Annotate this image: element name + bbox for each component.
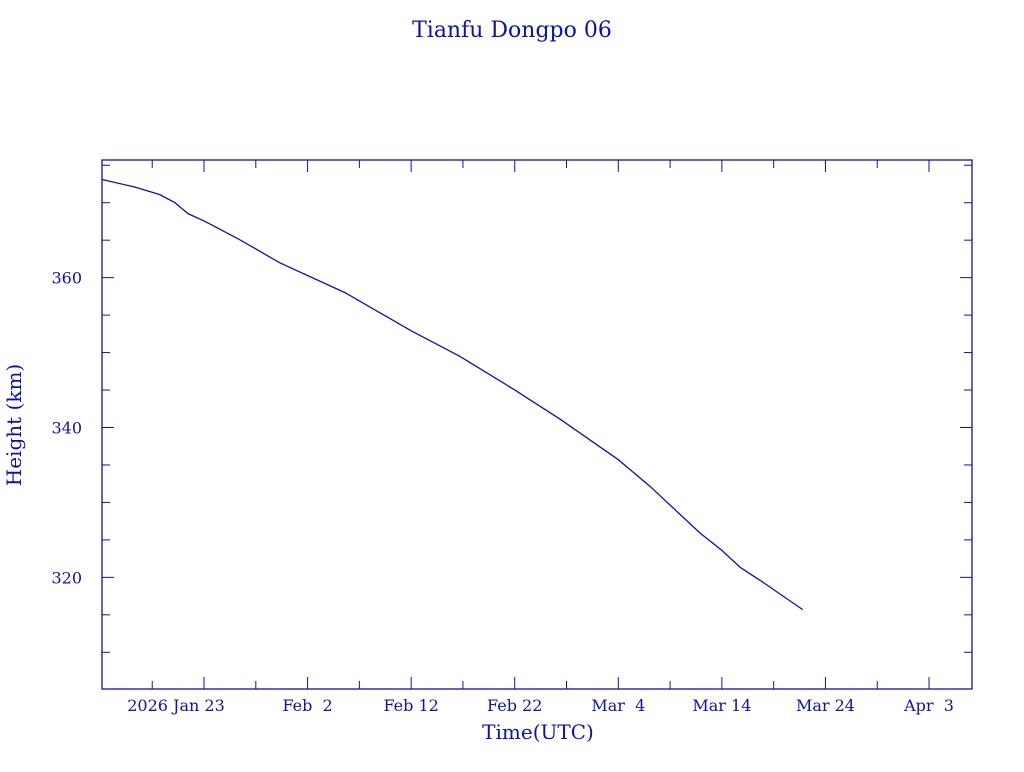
x-axis: 2026 Jan 23 Feb 2 Feb 12 Feb 22 Mar 4 Mar 14 M… xyxy=(127,160,954,715)
x-tick-label: Apr 3 xyxy=(903,696,954,715)
chart-title: Tianfu Dongpo 06 xyxy=(412,18,612,43)
y-tick-label: 360 xyxy=(51,269,82,288)
x-tick-label: Mar 4 xyxy=(591,696,645,715)
x-tick-label: Mar 24 xyxy=(796,696,855,715)
x-tick-label: Feb 2 xyxy=(282,696,332,715)
y-axis: 320 340 360 xyxy=(51,164,972,653)
x-tick-label: Feb 22 xyxy=(487,696,542,715)
x-tick-label: Feb 12 xyxy=(383,696,438,715)
x-axis-label: Time(UTC) xyxy=(482,720,594,744)
x-tick-label: Mar 14 xyxy=(692,696,751,715)
plot-frame xyxy=(101,159,973,690)
y-tick-label: 340 xyxy=(51,418,82,437)
y-axis-label: Height (km) xyxy=(2,364,26,486)
y-tick-label: 320 xyxy=(51,568,82,587)
x-tick-label: 2026 Jan 23 xyxy=(127,696,225,715)
height-series-line xyxy=(101,178,804,611)
